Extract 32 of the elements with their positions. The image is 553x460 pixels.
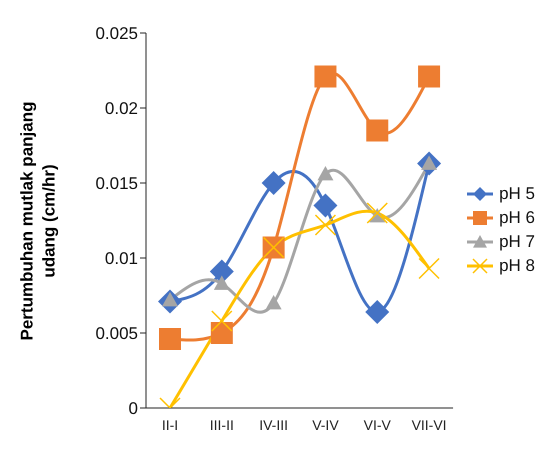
point <box>262 171 286 195</box>
point <box>317 166 334 180</box>
y-tick-label: 0.015 <box>95 174 138 194</box>
point <box>418 66 440 88</box>
point <box>314 214 336 236</box>
legend-label: pH 5 <box>499 183 535 205</box>
x-tick-label: II-I <box>162 417 178 433</box>
point <box>365 300 390 324</box>
point <box>366 202 388 224</box>
point <box>159 328 181 350</box>
y-tick-label: 0.005 <box>95 324 138 344</box>
legend-label: pH 6 <box>499 207 535 229</box>
point <box>366 120 388 142</box>
point <box>266 295 282 310</box>
y-tick-label: 0.01 <box>104 249 138 268</box>
x-tick-label: III-II <box>210 417 234 433</box>
point <box>314 66 336 88</box>
y-tick-label: 0 <box>128 399 138 418</box>
y-tick-label: 0.02 <box>104 99 138 118</box>
point <box>313 194 338 218</box>
legend-label: pH 8 <box>499 255 535 277</box>
x-tick-label: VI-V <box>364 417 392 433</box>
point <box>210 322 233 344</box>
point <box>214 276 230 290</box>
point <box>211 310 233 332</box>
x-tick-label: V-IV <box>312 417 340 433</box>
y-tick-label: 0.025 <box>95 24 138 44</box>
x-tick-label: IV-III <box>259 417 288 433</box>
legend-label: pH 7 <box>499 231 535 253</box>
point <box>418 258 440 280</box>
x-tick-label: VII-VI <box>412 417 447 433</box>
y-axis-title: Pertumbuhan mutlak panjang udang (cm/hr) <box>16 101 60 340</box>
